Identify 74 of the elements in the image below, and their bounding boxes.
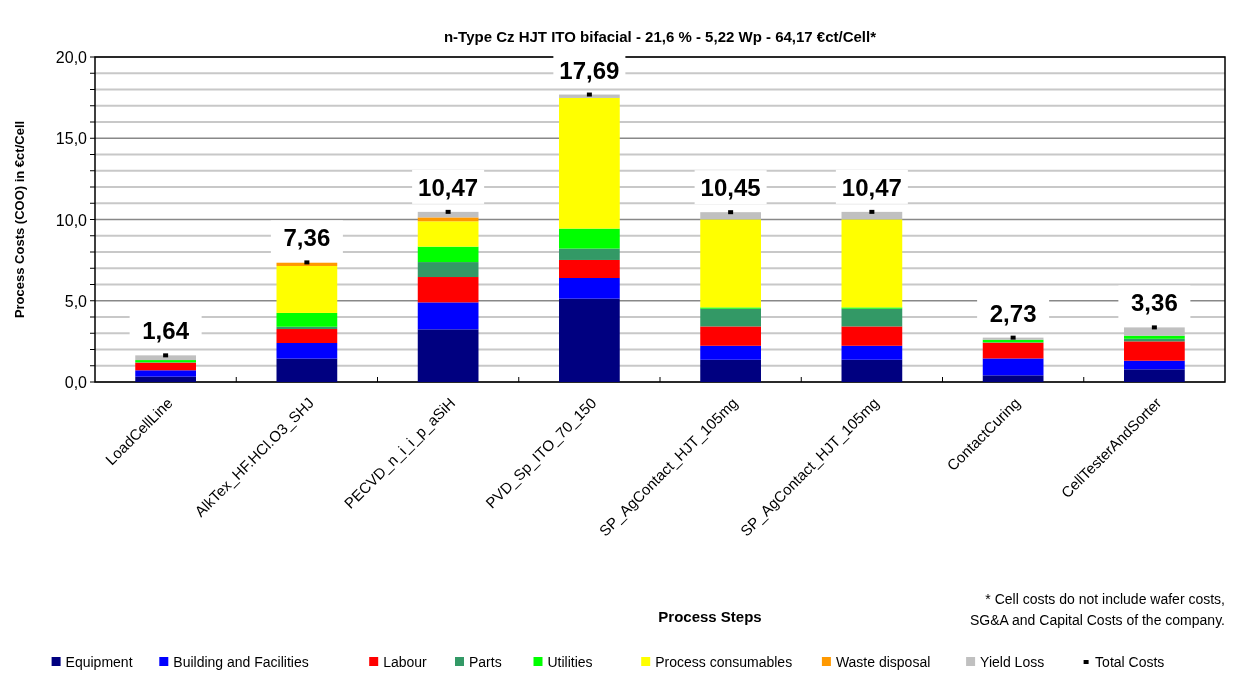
data-label: 2,73 <box>989 299 1037 327</box>
bar <box>135 370 196 377</box>
bar <box>276 265 338 313</box>
bar <box>700 345 761 360</box>
y-tick-label: 0,0 <box>64 374 88 391</box>
chart-title: n-Type Cz HJT ITO bifacial - 21,6 % - 5,22 Wp - 64,17 €ct/Cell* <box>443 28 877 45</box>
bar <box>417 246 479 263</box>
bar <box>841 326 903 346</box>
data-label: 3,36 <box>1131 289 1178 317</box>
data-label: 10,47 <box>418 173 479 201</box>
bar <box>1124 360 1185 370</box>
point <box>163 353 169 358</box>
legend-label: Equipment <box>65 654 133 670</box>
bar <box>841 359 903 382</box>
bar <box>559 259 620 278</box>
bar <box>982 342 1044 359</box>
legend-label: Labour <box>383 654 428 670</box>
bar <box>417 217 479 222</box>
bar <box>1124 341 1185 361</box>
bar <box>841 211 903 220</box>
bar <box>982 358 1044 376</box>
x-axis-title: Process Steps <box>658 608 762 625</box>
bar <box>559 278 620 299</box>
bar <box>559 248 620 260</box>
bar <box>417 277 479 303</box>
bar <box>417 221 479 247</box>
legend-label: Total Costs <box>1095 654 1165 670</box>
bar <box>841 308 903 327</box>
y-tick-label: 15,0 <box>55 130 88 148</box>
y-tick-label: 5,0 <box>64 292 88 310</box>
bar <box>559 97 620 229</box>
bar <box>700 326 761 346</box>
point <box>1151 325 1157 330</box>
point <box>304 260 310 265</box>
bar <box>417 329 479 382</box>
text: * Cell costs do not include wafer costs, SG&A and Capital Costs of the company. <box>970 591 1225 628</box>
bar <box>700 359 761 382</box>
point <box>869 209 875 214</box>
legend-label: Waste disposal <box>835 654 931 670</box>
bar <box>841 345 903 360</box>
point <box>728 210 734 215</box>
y-axis-title: Process Costs (COO) in €ct/Cell <box>12 120 27 319</box>
bar <box>276 312 338 327</box>
bar <box>700 212 761 220</box>
data-label: 10,45 <box>700 174 761 202</box>
data-label: 10,47 <box>841 173 902 201</box>
legend-label: Yield Loss <box>980 654 1045 670</box>
bar <box>417 302 479 330</box>
bar <box>276 343 338 359</box>
y-tick-label: 20,0 <box>55 49 88 66</box>
legend-label: Parts <box>469 654 502 670</box>
data-label: 17,69 <box>559 56 620 84</box>
legend-label: Process consumables <box>655 654 793 670</box>
bar <box>276 329 338 343</box>
bar <box>1124 369 1185 382</box>
bar <box>982 375 1044 382</box>
bar <box>559 228 620 249</box>
bar <box>841 219 903 308</box>
bar <box>700 219 761 308</box>
bar <box>417 262 479 278</box>
point <box>1010 335 1016 340</box>
bar <box>135 376 196 382</box>
data-label: 1,64 <box>142 317 190 345</box>
bar <box>276 358 338 382</box>
point <box>445 209 451 214</box>
data-label: 7,36 <box>283 224 331 252</box>
legend-label: Building and Facilities <box>173 654 309 670</box>
bar <box>559 298 620 382</box>
y-tick-label: 10,0 <box>55 211 88 229</box>
legend-label: Utilities <box>547 654 593 670</box>
bar <box>135 355 196 361</box>
bar <box>700 308 761 327</box>
point <box>586 92 592 97</box>
bar <box>135 362 196 371</box>
